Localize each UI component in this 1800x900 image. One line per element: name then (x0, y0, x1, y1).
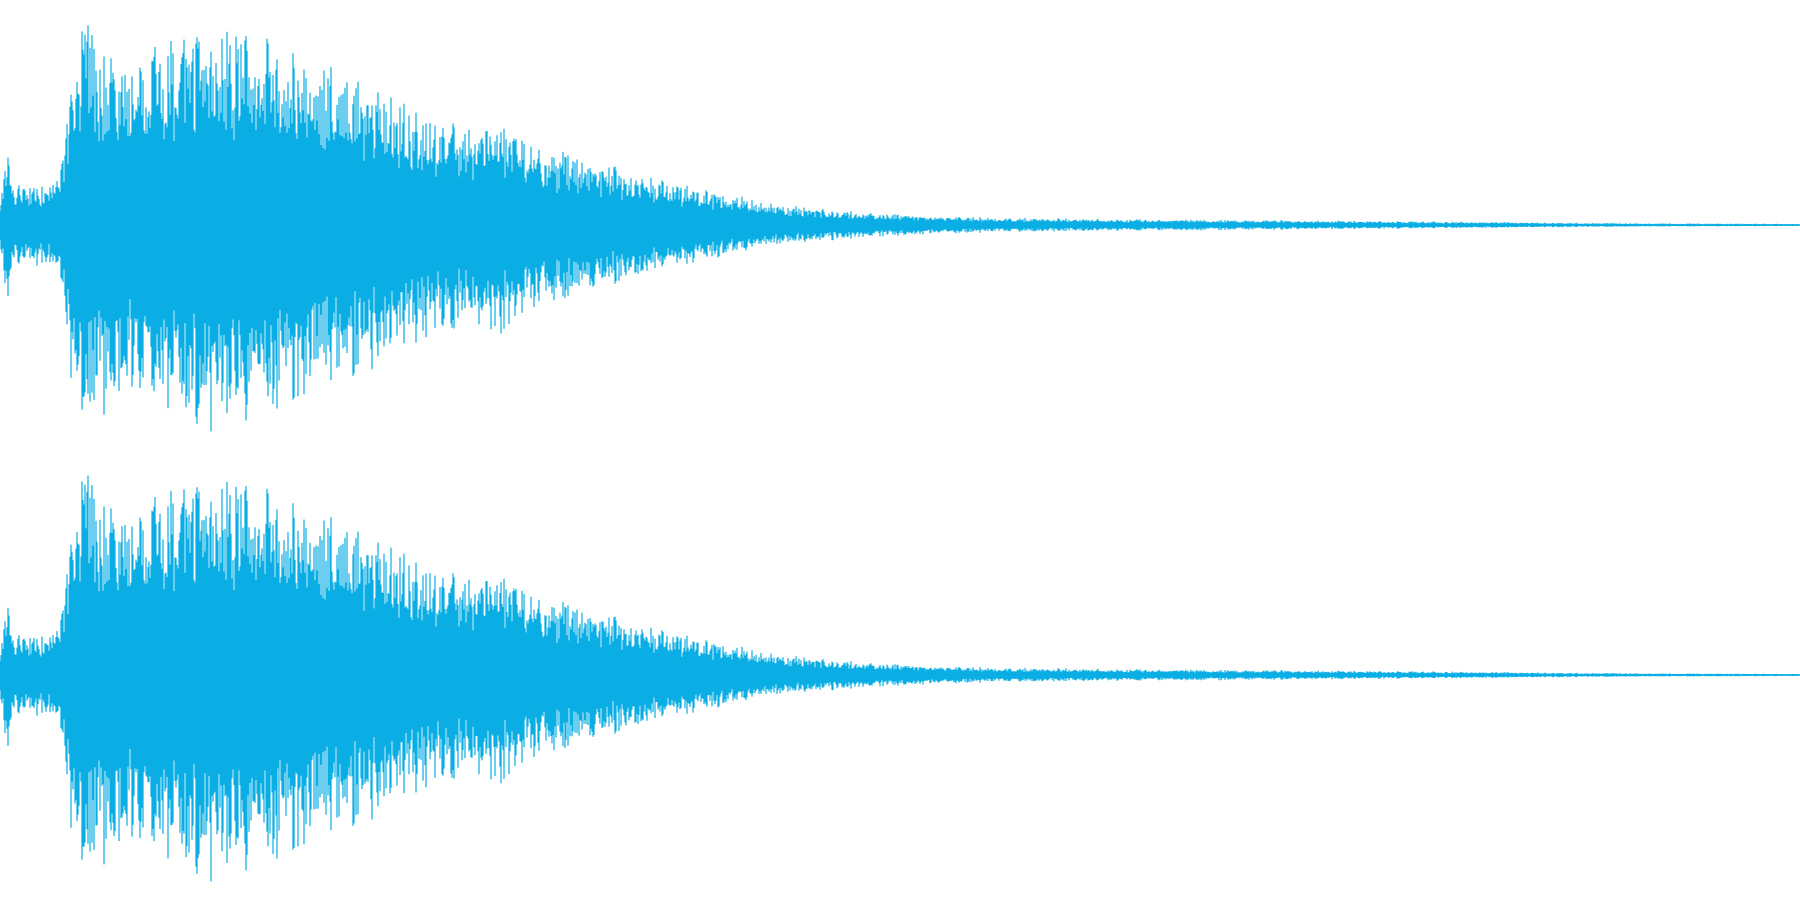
channel-2-waveform (0, 450, 1800, 900)
channel-1-waveform (0, 25, 1800, 432)
waveform-path (0, 475, 1800, 882)
channel-2-waveform-svg (0, 475, 1800, 882)
channel-1-waveform-svg (0, 25, 1800, 432)
waveform-path (0, 25, 1800, 432)
